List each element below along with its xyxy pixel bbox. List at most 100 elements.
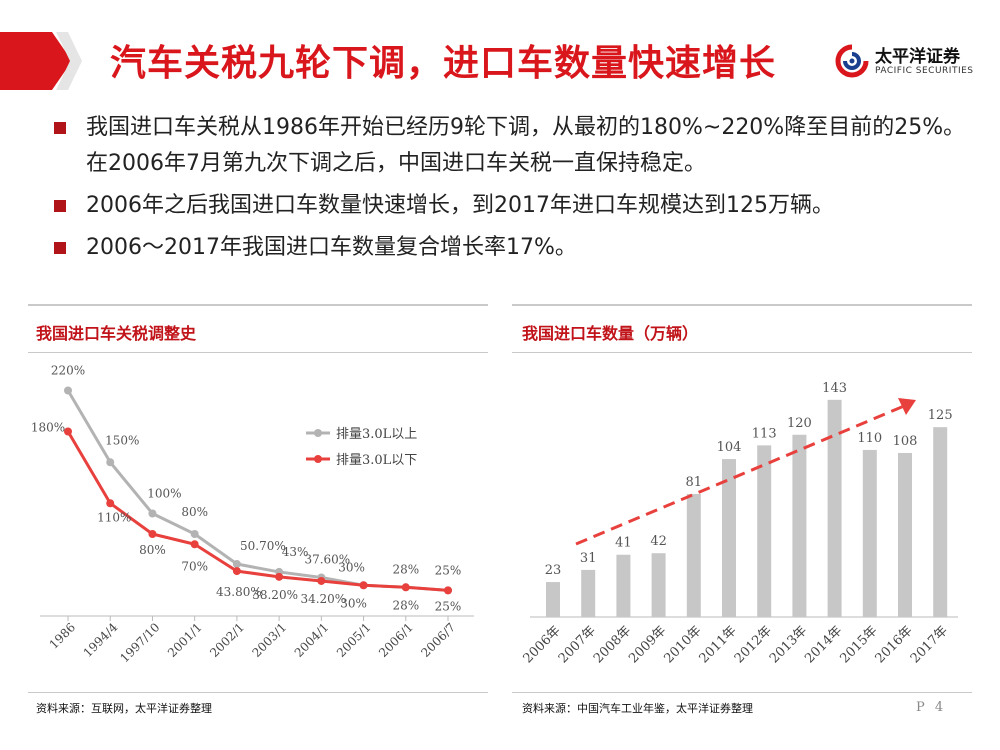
data-label: 30%: [338, 560, 365, 574]
data-point: [232, 567, 241, 576]
data-label: 28%: [392, 562, 419, 576]
left-panel-title: 我国进口车关税调整史: [36, 324, 197, 343]
bullet-square-icon: [54, 122, 66, 134]
bar: [792, 434, 807, 617]
data-point: [64, 386, 72, 395]
bar: [933, 427, 948, 617]
data-point: [317, 576, 326, 585]
bar: [651, 553, 666, 617]
bar: [862, 449, 877, 617]
x-tick-label: 2004/1: [292, 620, 332, 660]
data-label: 80%: [139, 543, 166, 557]
data-label: 43%: [282, 545, 309, 559]
legend-marker: [314, 429, 322, 437]
bullet-square-icon: [54, 242, 66, 254]
right-panel-title: 我国进口车数量（万辆）: [522, 324, 699, 343]
data-label: 28%: [392, 598, 419, 612]
series-line-below-3l: [66, 430, 449, 592]
x-tick-label: 2002/1: [207, 620, 247, 660]
bar-value-label: 31: [580, 551, 597, 566]
left-panel-source: 资料来源：互联网，太平洋证券整理: [36, 702, 212, 715]
logo-name: 太平洋证券: [875, 47, 960, 67]
bar: [898, 452, 912, 617]
bar: [616, 554, 631, 617]
x-tick-label: 1997/10: [117, 620, 162, 665]
x-tick-label: 2014年: [802, 623, 845, 666]
legend-label: 排量3.0L以下: [336, 453, 417, 468]
bar: [757, 445, 772, 617]
data-point: [444, 586, 452, 595]
x-tick-label: 2016年: [873, 623, 916, 666]
x-tick-label: 1986: [47, 620, 78, 651]
data-label: 220%: [51, 364, 85, 378]
left-panel-title-rule: [28, 352, 488, 353]
data-label: 70%: [181, 559, 208, 573]
data-label: 80%: [181, 505, 208, 519]
bar: [686, 493, 701, 617]
data-label: 34.20%: [300, 592, 346, 606]
header-chevron-decoration: [0, 32, 82, 90]
x-tick-label: 2005/1: [334, 620, 374, 660]
x-tick-label: 2013年: [767, 623, 810, 666]
bar-value-label: 110: [857, 431, 882, 446]
data-point: [106, 499, 115, 508]
x-tick-label: 1994/4: [81, 620, 121, 660]
left-panel-bottom-rule: [28, 692, 488, 693]
left-panel-top-rule: [28, 304, 488, 306]
bar-value-label: 125: [928, 408, 953, 423]
data-label: 37.60%: [304, 552, 350, 566]
x-tick-label: 2008年: [591, 623, 634, 666]
right-panel-bottom-rule: [512, 692, 972, 693]
bar-value-label: 104: [717, 440, 742, 455]
bar-value-label: 81: [686, 475, 703, 490]
data-point: [232, 560, 241, 569]
bar-value-label: 143: [822, 381, 847, 396]
legend-label: 排量3.0L以上: [336, 427, 417, 442]
right-panel-source: 资料来源：中国汽车工业年鉴，太平洋证券整理: [522, 702, 753, 715]
data-point: [190, 530, 199, 538]
bar: [581, 569, 596, 617]
x-tick-label: 2003/1: [249, 620, 289, 660]
data-point: [64, 427, 72, 436]
x-tick-label: 2001/1: [165, 620, 205, 660]
series-line-above-3l: [66, 389, 449, 592]
bullet-item: 2006年之后我国进口车数量快速增长，到2017年进口车规模达到125万辆。: [50, 188, 980, 224]
x-tick-label: 2006/1: [376, 620, 416, 660]
data-label: 50.70%: [240, 539, 286, 553]
bar-value-label: 23: [545, 563, 562, 578]
bar-value-label: 41: [615, 536, 632, 551]
data-point: [401, 583, 410, 592]
bullet-square-icon: [54, 200, 66, 212]
data-point: [106, 458, 115, 467]
bar: [722, 459, 736, 617]
bullet-item: 我国进口车关税从1986年开始已经历9轮下调，从最初的180%~220%降至目前…: [50, 110, 980, 182]
data-label: 110%: [97, 510, 131, 524]
data-point: [190, 540, 199, 549]
bar-value-label: 108: [893, 434, 918, 449]
legend-marker: [314, 455, 322, 463]
logo-english-name: PACIFIC SECURITIES: [875, 66, 974, 76]
data-label: 25%: [435, 599, 462, 613]
bullet-list: 我国进口车关税从1986年开始已经历9轮下调，从最初的180%~220%降至目前…: [50, 110, 980, 272]
import-bar-chart: 23 2006年 31 2007年 41 2008年 42 2009年 81 2010年 104 20…: [521, 381, 958, 666]
data-point: [275, 572, 284, 581]
x-tick-label: 2009年: [626, 623, 669, 666]
bullet-item: 2006～2017年我国进口车数量复合增长率17%。: [50, 230, 980, 266]
data-label: 30%: [340, 596, 367, 610]
bullet-text: 我国进口车关税从1986年开始已经历9轮下调，从最初的180%~220%降至目前…: [86, 115, 966, 176]
x-tick-label: 2010年: [661, 623, 704, 666]
data-label: 150%: [105, 433, 139, 447]
company-logo: 太平洋证券 PACIFIC SECURITIES: [835, 42, 975, 82]
x-tick-label: 2015年: [837, 623, 880, 666]
data-label: 100%: [147, 487, 181, 501]
right-panel-top-rule: [512, 304, 972, 306]
bullet-text: 2006～2017年我国进口车数量复合增长率17%。: [86, 235, 577, 260]
data-point: [359, 581, 368, 590]
x-tick-label: 2012年: [732, 623, 775, 666]
data-label: 38.20%: [252, 588, 298, 602]
bullet-text: 2006年之后我国进口车数量快速增长，到2017年进口车规模达到125万辆。: [86, 193, 834, 218]
logo-emblem-icon: [835, 44, 869, 78]
bar-value-label: 120: [787, 416, 812, 431]
data-label: 180%: [31, 421, 65, 435]
